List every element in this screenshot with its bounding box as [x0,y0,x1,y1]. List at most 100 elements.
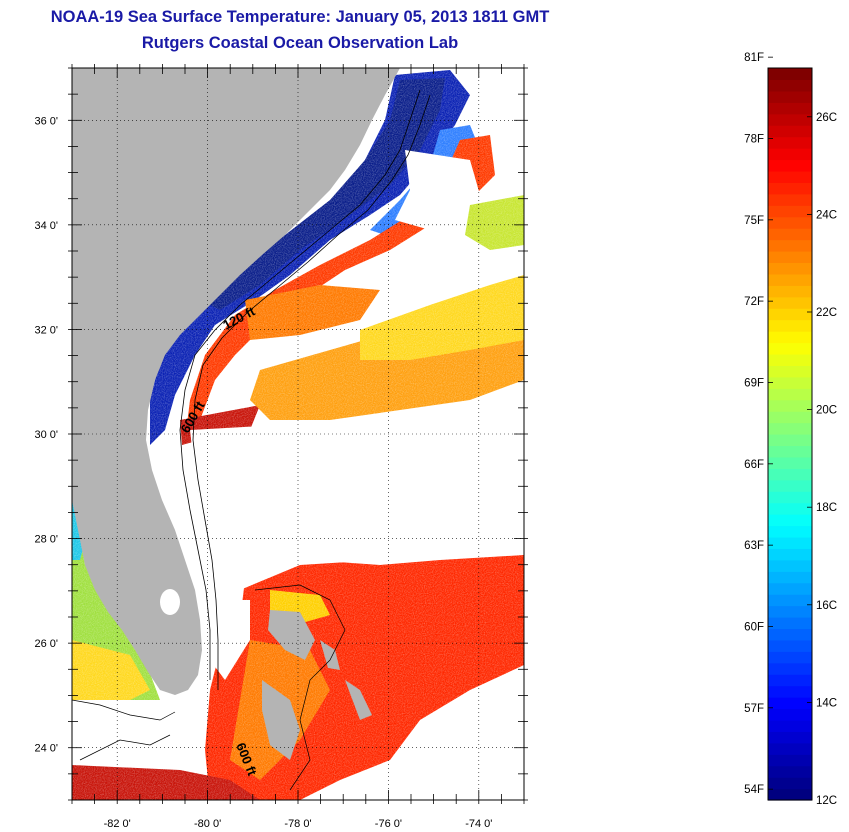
colorbar-swatch [768,216,812,229]
colorbar-swatch [768,113,812,126]
lon-label: -82 0' [104,818,131,830]
contour-600ft [192,94,431,690]
colorbar-swatch [768,422,812,435]
colorbar-swatch [768,479,812,492]
colorbar-swatch [768,308,812,321]
colorbar-swatch [768,674,812,687]
map-ticks [68,64,528,804]
colorbar-swatch [768,79,812,92]
colorbar-swatch [768,742,812,755]
colorbar-swatch [768,514,812,527]
colorbar-swatch [768,102,812,115]
land-abaco [320,640,340,670]
colorbar-f-label: 54F [744,784,764,796]
lon-label: -76 0' [375,818,402,830]
colorbar-swatch [768,708,812,721]
colorbar-swatch [768,651,812,664]
cloud-band-mid [190,420,524,600]
colorbar-swatch [768,571,812,584]
colorbar-c-label: 24C [816,209,837,221]
map-title: NOAA-19 Sea Surface Temperature: January… [50,8,550,26]
colorbar-frame [767,67,813,801]
colorbar-swatch [768,376,812,389]
map-field [72,68,524,800]
colorbar-swatch [768,182,812,195]
colorbar-swatch [768,319,812,332]
colorbar-swatch [768,399,812,412]
colorbar-swatch [768,388,812,401]
colorbar-swatch [768,594,812,607]
land-andros [262,680,300,760]
colorbar-swatch [768,731,812,744]
colorbar-swatch [768,445,812,458]
colorbar-f-label: 78F [744,133,764,145]
colorbar-f-label: 81F [744,52,764,64]
colorbar-swatch [768,548,812,561]
colorbar-swatch [768,719,812,732]
colorbar [768,68,812,801]
colorbar-swatch [768,90,812,103]
colorbar-labels: 81F 78F 75F 72F 69F 66F 63F 60F 57F 54F 26C 24C 22C 2… [744,52,837,807]
lat-label: 28 0' [34,534,58,546]
colorbar-swatch [768,285,812,298]
colorbar-c-label: 12C [816,795,837,807]
lat-label: 30 0' [34,429,58,441]
colorbar-swatch [768,685,812,698]
lon-label: -80 0' [194,818,221,830]
colorbar-f-label: 60F [744,621,764,633]
colorbar-swatch [768,502,812,515]
colorbar-swatch [768,68,812,81]
colorbar-swatch [768,697,812,710]
lon-label: -74 0' [465,818,492,830]
colorbar-swatch [768,239,812,252]
colorbar-swatch [768,251,812,264]
colorbar-swatch [768,788,812,801]
colorbar-swatch [768,628,812,641]
map-axis-labels: 36 0' 34 0' 32 0' 30 0' 28 0' 26 0' 24 0' -82 0… [34,115,492,830]
colorbar-f-label: 63F [744,540,764,552]
colorbar-f-label: 72F [744,296,764,308]
land-eleuthera [345,680,372,720]
colorbar-f-label: 57F [744,703,764,715]
colorbar-swatch [768,662,812,675]
map-subtitle: Rutgers Coastal Ocean Observation Lab [141,34,459,52]
colorbar-f-label: 69F [744,377,764,389]
colorbar-swatch [768,777,812,790]
lake-okeechobee [160,589,180,615]
colorbar-swatch [768,125,812,138]
colorbar-swatch [768,491,812,504]
colorbar-swatch [768,353,812,366]
colorbar-swatch [768,559,812,572]
colorbar-swatch [768,536,812,549]
colorbar-swatch [768,411,812,424]
colorbar-f-label: 66F [744,459,764,471]
colorbar-swatch [768,468,812,481]
colorbar-swatch [768,525,812,538]
colorbar-f-label: 75F [744,215,764,227]
map-grid [72,68,524,800]
colorbar-c-label: 14C [816,697,837,709]
colorbar-swatch [768,617,812,630]
colorbar-swatch [768,273,812,286]
cloud-band-south [210,600,250,680]
cloud-band-north [395,150,480,230]
colorbar-swatch [768,342,812,355]
colorbar-swatch [768,434,812,447]
colorbar-swatch [768,205,812,218]
colorbar-swatch [768,639,812,652]
contour-bahamas [254,584,346,791]
colorbar-c-label: 16C [816,600,837,612]
land-southeast-us [72,68,400,695]
colorbar-swatch [768,582,812,595]
colorbar-swatch [768,262,812,275]
colorbar-swatch [768,754,812,767]
colorbar-swatch [768,456,812,469]
lat-label: 32 0' [34,324,58,336]
colorbar-swatch [768,193,812,206]
colorbar-swatch [768,228,812,241]
lat-label: 36 0' [34,115,58,127]
colorbar-swatch [768,170,812,183]
lat-label: 24 0' [34,743,58,755]
colorbar-c-label: 18C [816,502,837,514]
